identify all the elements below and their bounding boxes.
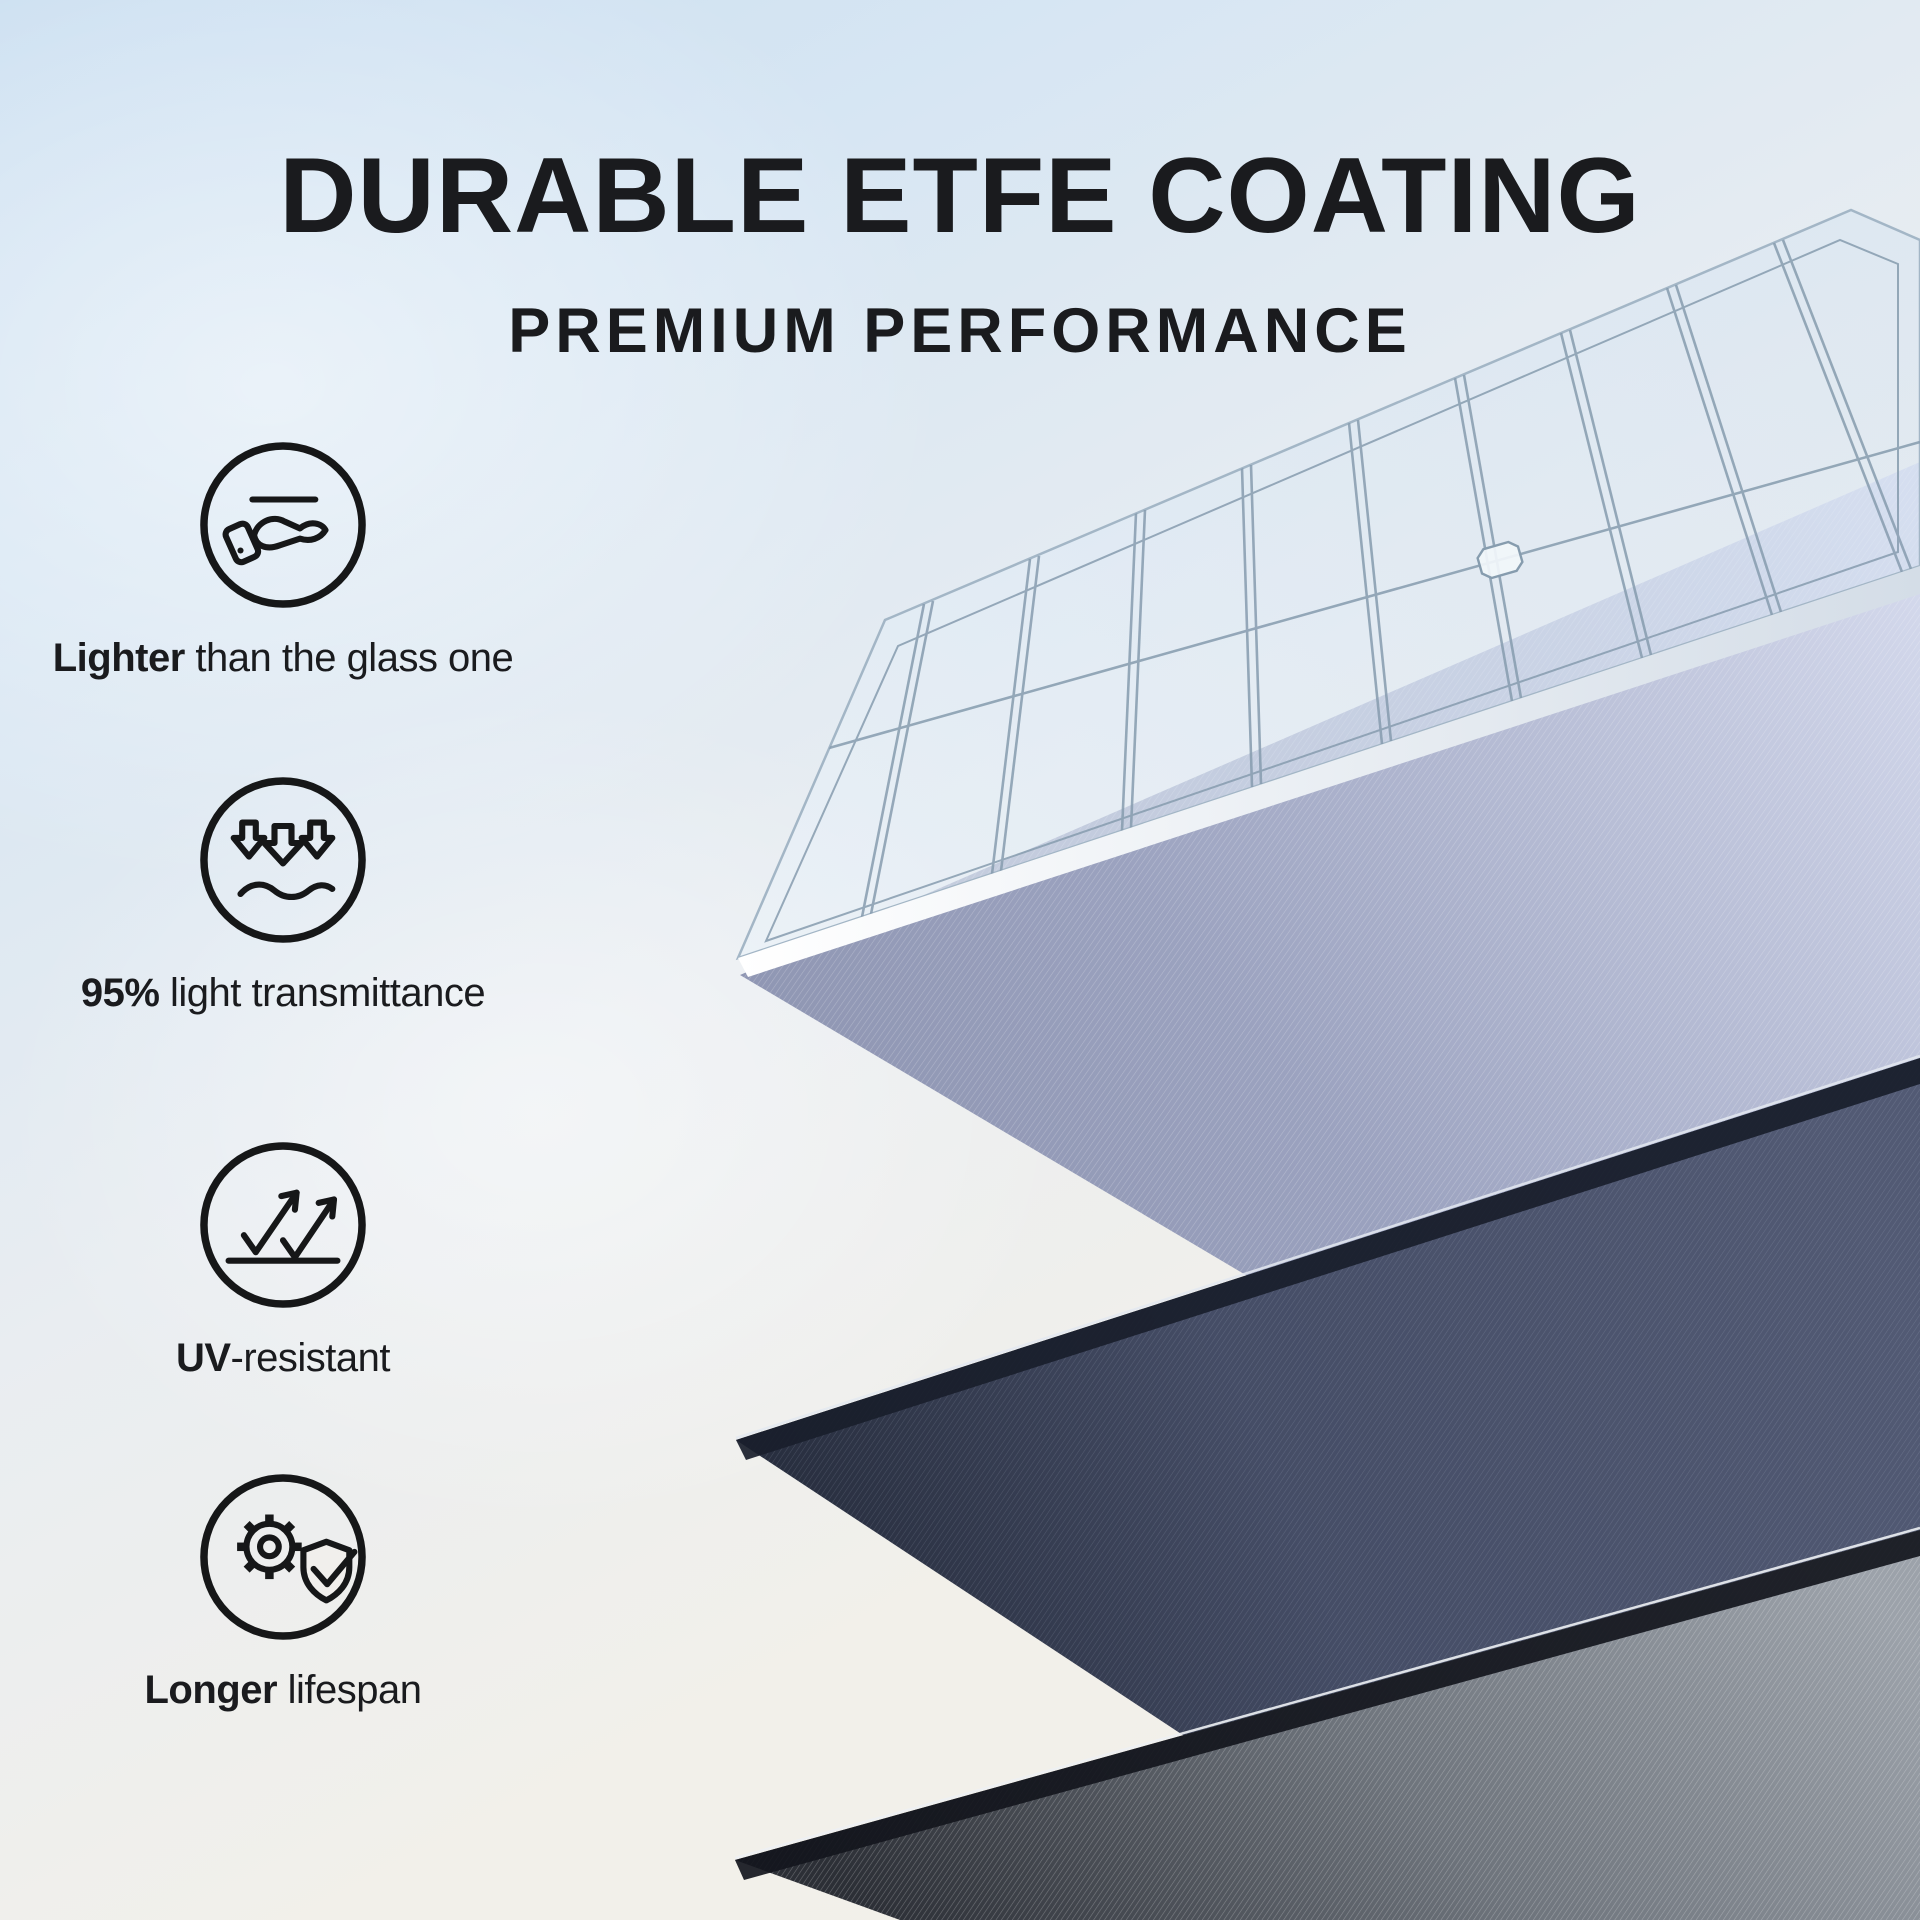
feature-item-lifespan: Longer lifespan: [63, 1472, 503, 1714]
feature-item-transmittance: 95% light transmittance: [63, 775, 503, 1017]
page-subtitle: PREMIUM PERFORMANCE: [508, 296, 1412, 366]
feature-label-rest: light transmittance: [159, 971, 486, 1015]
feature-label: Longer lifespan: [144, 1666, 422, 1714]
page-title: DURABLE ETFE COATING: [279, 135, 1641, 255]
feature-label: Lighter than the glass one: [53, 634, 514, 682]
header: DURABLE ETFE COATING PREMIUM PERFORMANCE: [0, 0, 1920, 363]
feature-label-rest: than the glass one: [184, 636, 514, 680]
feature-label-bold: Longer: [144, 1668, 278, 1712]
light-transmittance-icon: [198, 775, 368, 945]
uv-resistant-icon: [198, 1140, 368, 1310]
feature-label-bold: 95%: [80, 971, 160, 1015]
cell-connector-octagon: [1476, 540, 1524, 580]
feature-item-lighter: Lighter than the glass one: [53, 440, 514, 682]
feature-label-bold: UV: [175, 1336, 231, 1380]
feature-list: Lighter than the glass one 95% light tra…: [53, 0, 514, 1920]
feature-label-rest: lifespan: [277, 1668, 422, 1712]
backsheet-layer: [734, 1526, 1920, 1920]
feature-label-rest: -resistant: [230, 1336, 391, 1380]
feature-item-uv: UV-resistant: [63, 1140, 503, 1382]
feature-label-bold: Lighter: [52, 636, 186, 680]
gear-shield-check-icon: [198, 1472, 368, 1642]
feature-label: 95% light transmittance: [80, 969, 486, 1017]
feature-label: UV-resistant: [175, 1334, 391, 1382]
etfe-clear-coating-layer: [735, 208, 1920, 977]
hand-lightweight-icon: [198, 440, 368, 610]
